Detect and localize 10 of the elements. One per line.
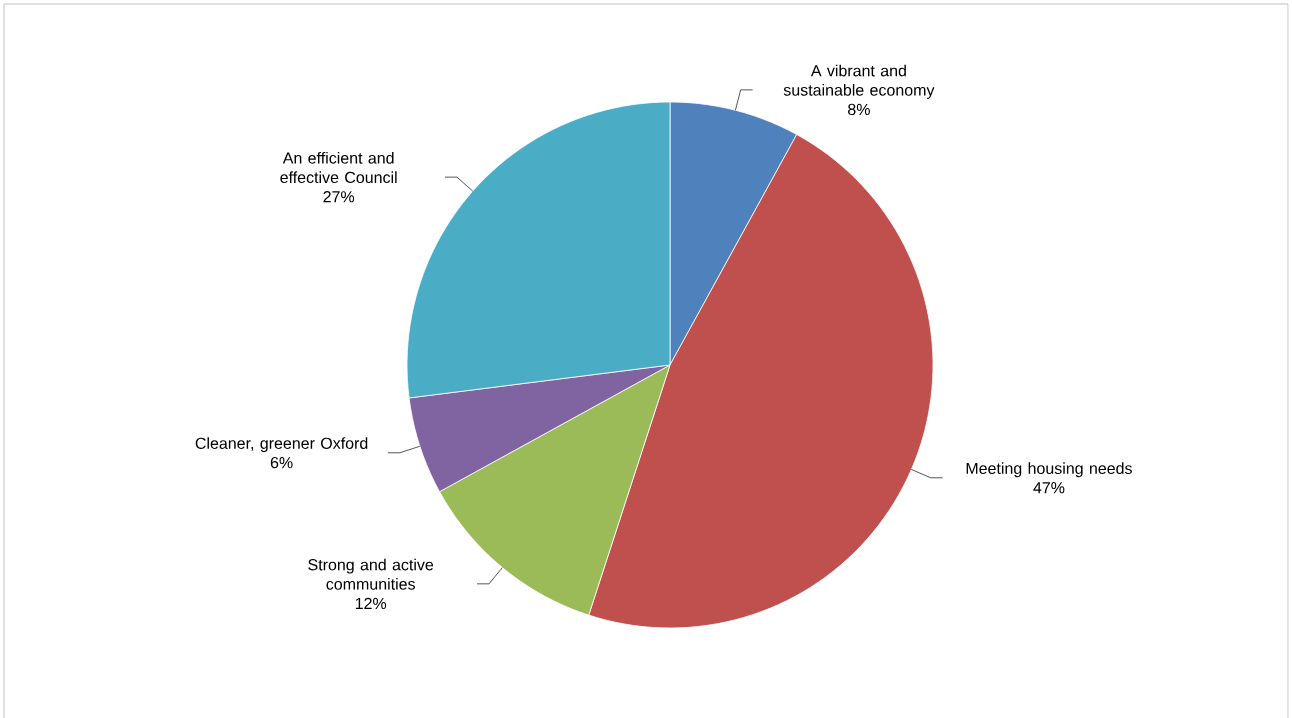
slice-label: Meeting housing needs — [966, 462, 1132, 478]
data-label: 12% — [355, 597, 387, 609]
slice-label: A vibrant and sustainable economy — [783, 64, 935, 99]
slice-label: Strong and active communities — [308, 558, 434, 590]
data-label: 27% — [323, 190, 355, 203]
slice-label: Cleaner, greener Oxford — [195, 437, 368, 452]
data-label: 8% — [848, 103, 870, 115]
data-label: 47% — [1033, 481, 1065, 494]
data-label: 6% — [270, 456, 293, 469]
slice-label: An efficient and effective Council — [280, 151, 397, 183]
